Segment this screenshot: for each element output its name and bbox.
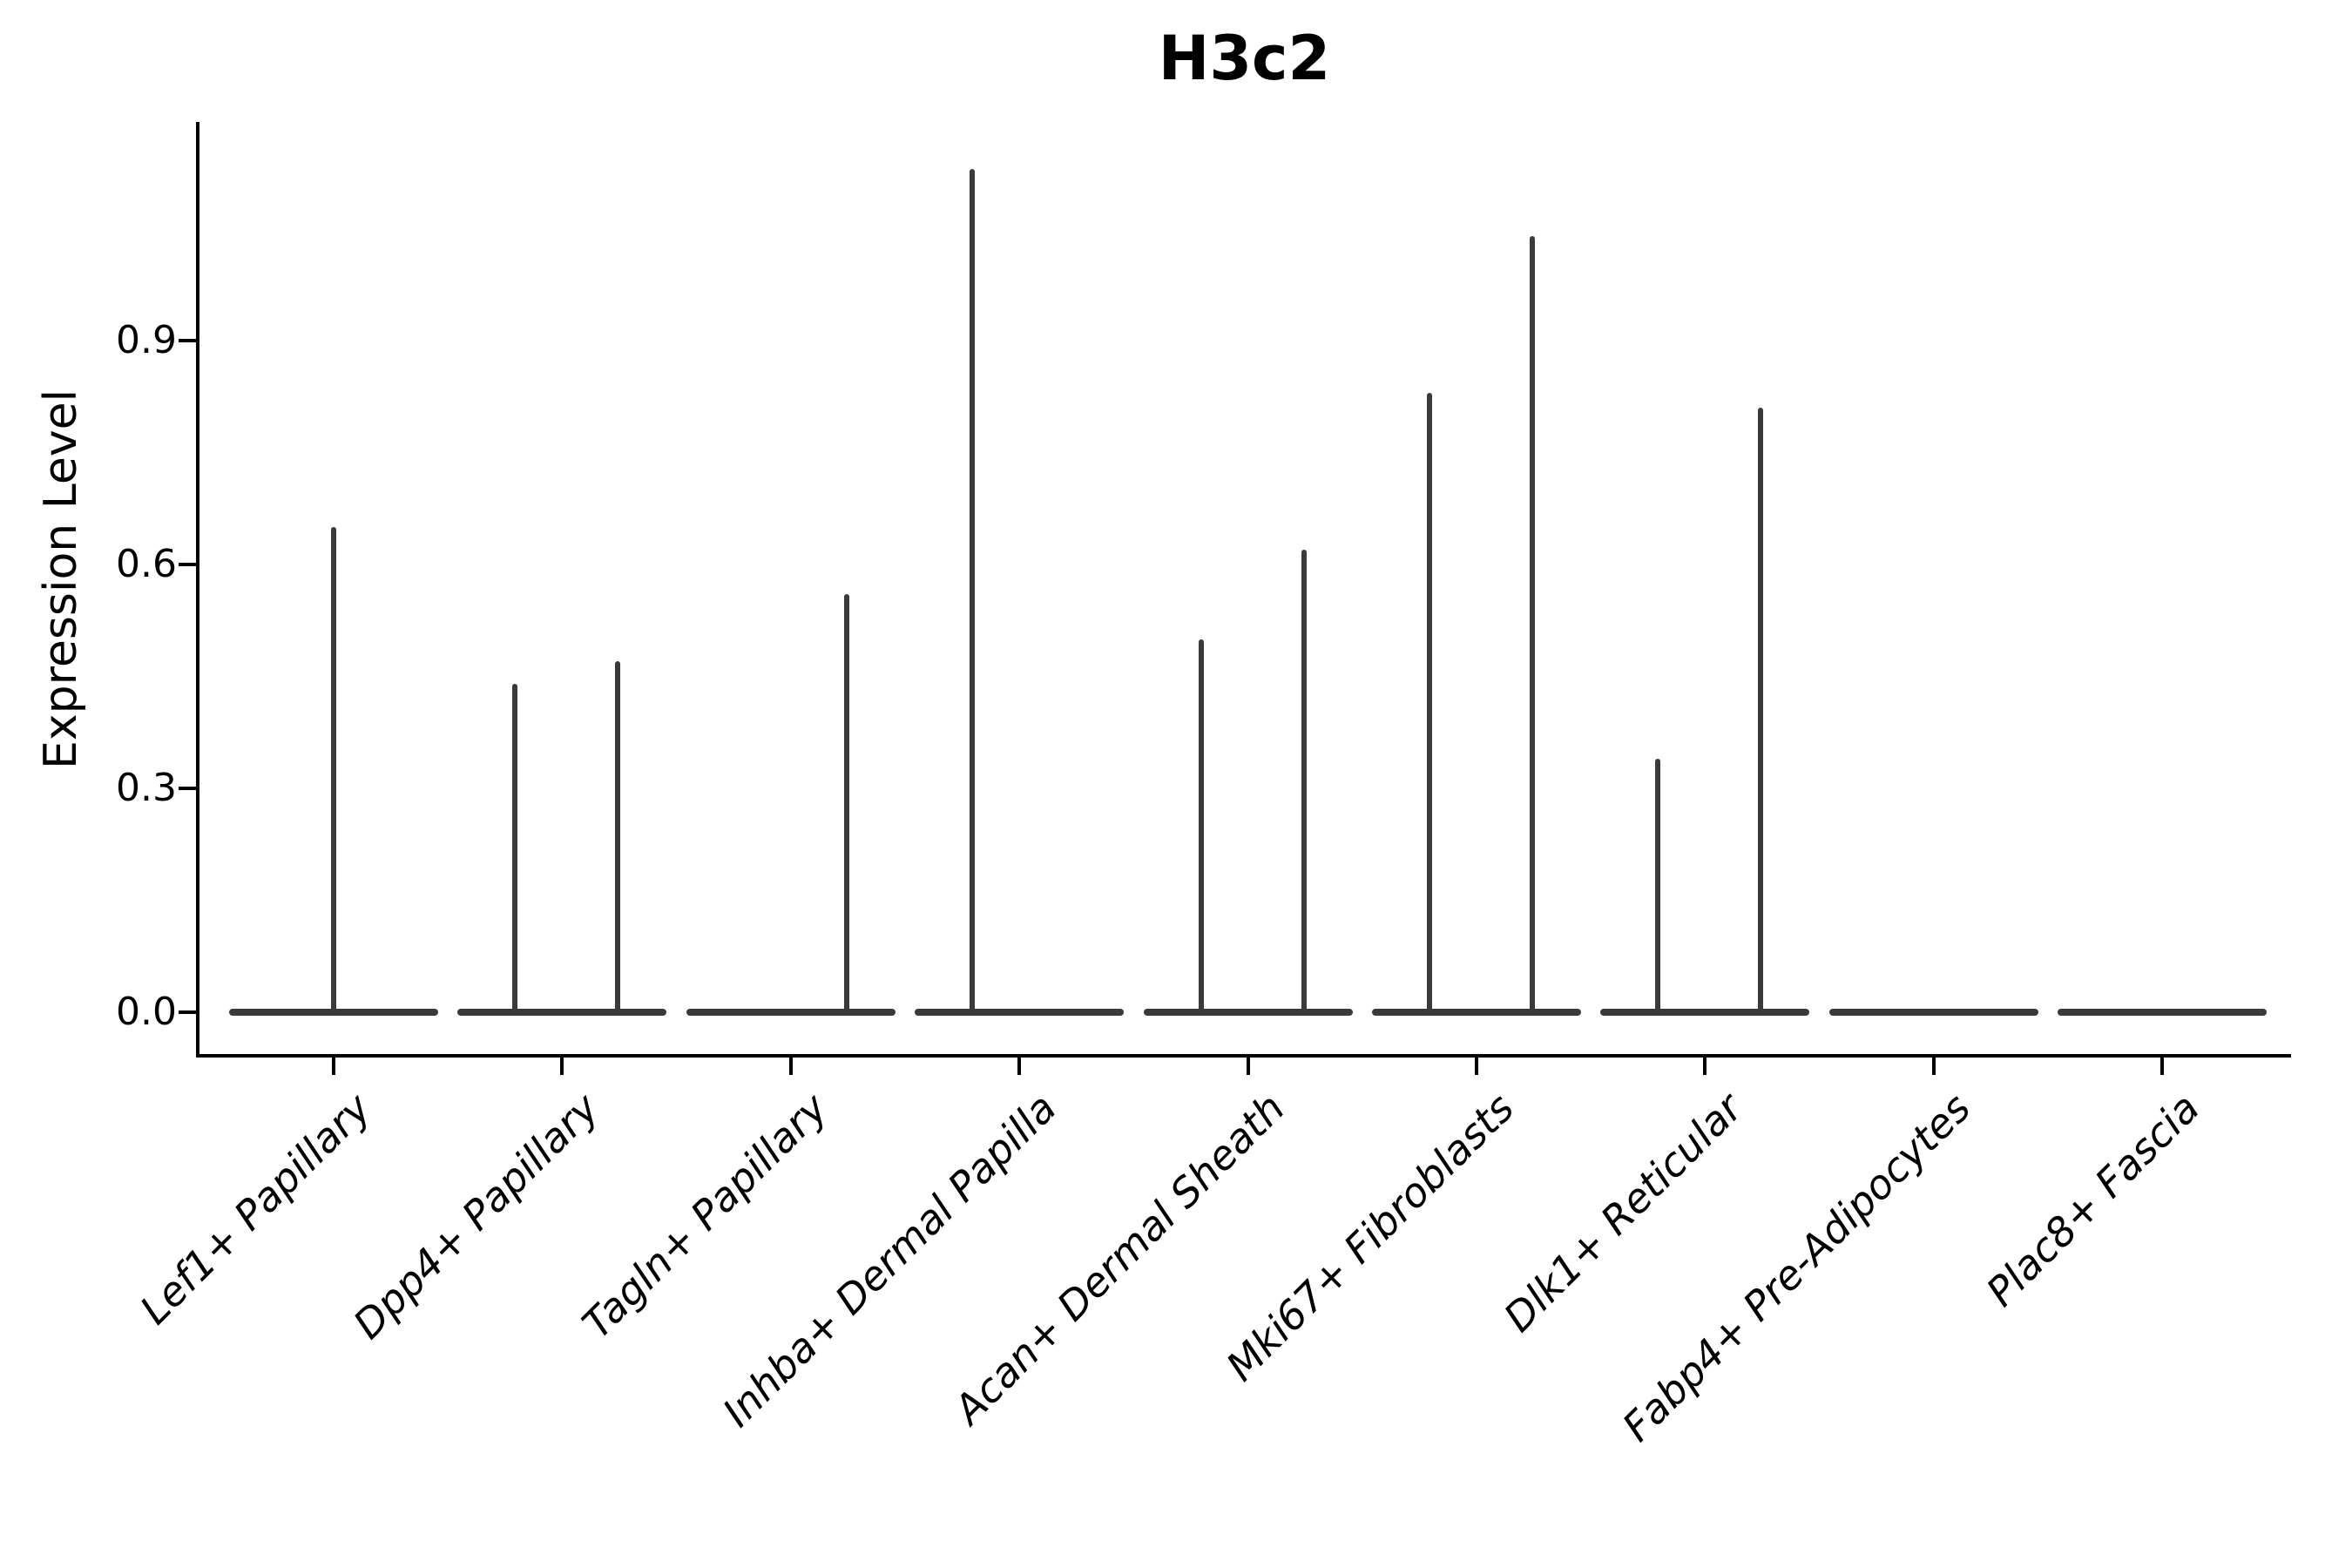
violin-baseline	[686, 1009, 896, 1016]
x-tick-mark	[788, 1058, 793, 1075]
violin-spike	[1198, 639, 1204, 1016]
x-tick-label: Dpp4+ Papillary	[344, 1084, 609, 1348]
violin-spike	[1655, 758, 1661, 1016]
violin-spike	[1758, 407, 1764, 1016]
violin-baseline	[1372, 1009, 1581, 1016]
x-tick-label: Plac8+ Fascia	[1977, 1084, 2208, 1315]
violin-baseline	[1143, 1009, 1353, 1016]
x-tick-mark	[1475, 1058, 1478, 1075]
x-tick-mark	[1017, 1058, 1022, 1075]
x-tick-mark	[560, 1058, 564, 1075]
violin-spike	[970, 168, 976, 1016]
y-tick-mark	[179, 562, 196, 566]
x-axis-spine	[196, 1054, 2291, 1058]
x-tick-mark	[2160, 1058, 2165, 1075]
violin-spike	[1427, 392, 1432, 1016]
x-tick-label: Tagln+ Papillary	[573, 1084, 837, 1348]
violin-baseline	[457, 1009, 667, 1016]
violin-spike	[615, 661, 621, 1016]
y-tick-mark	[179, 786, 196, 790]
y-axis-spine	[196, 122, 199, 1058]
x-tick-mark	[1931, 1058, 1936, 1075]
violin-spike	[331, 526, 336, 1016]
x-tick-mark	[332, 1058, 335, 1075]
violin-spike	[1530, 235, 1535, 1016]
x-tick-label: Lef1+ Papillary	[130, 1084, 380, 1334]
y-tick-label: 0.0	[116, 990, 177, 1034]
violin-baseline	[1600, 1009, 1810, 1016]
y-tick-mark	[179, 338, 196, 342]
y-tick-label: 0.9	[116, 317, 177, 362]
violin-spike	[512, 683, 518, 1016]
violin-baseline	[915, 1009, 1125, 1016]
y-tick-mark	[179, 1010, 196, 1014]
x-tick-label: Dlk1+ Reticular	[1494, 1084, 1752, 1342]
y-tick-label: 0.6	[116, 541, 177, 586]
x-tick-mark	[1246, 1058, 1250, 1075]
plot-title: H3c2	[1158, 23, 1331, 94]
violin-baseline	[1828, 1009, 2038, 1016]
violin-baseline	[2058, 1009, 2268, 1016]
violin-spike	[843, 594, 849, 1016]
x-tick-mark	[1703, 1058, 1707, 1075]
violin-spike	[1301, 549, 1307, 1016]
y-tick-label: 0.3	[116, 765, 177, 810]
